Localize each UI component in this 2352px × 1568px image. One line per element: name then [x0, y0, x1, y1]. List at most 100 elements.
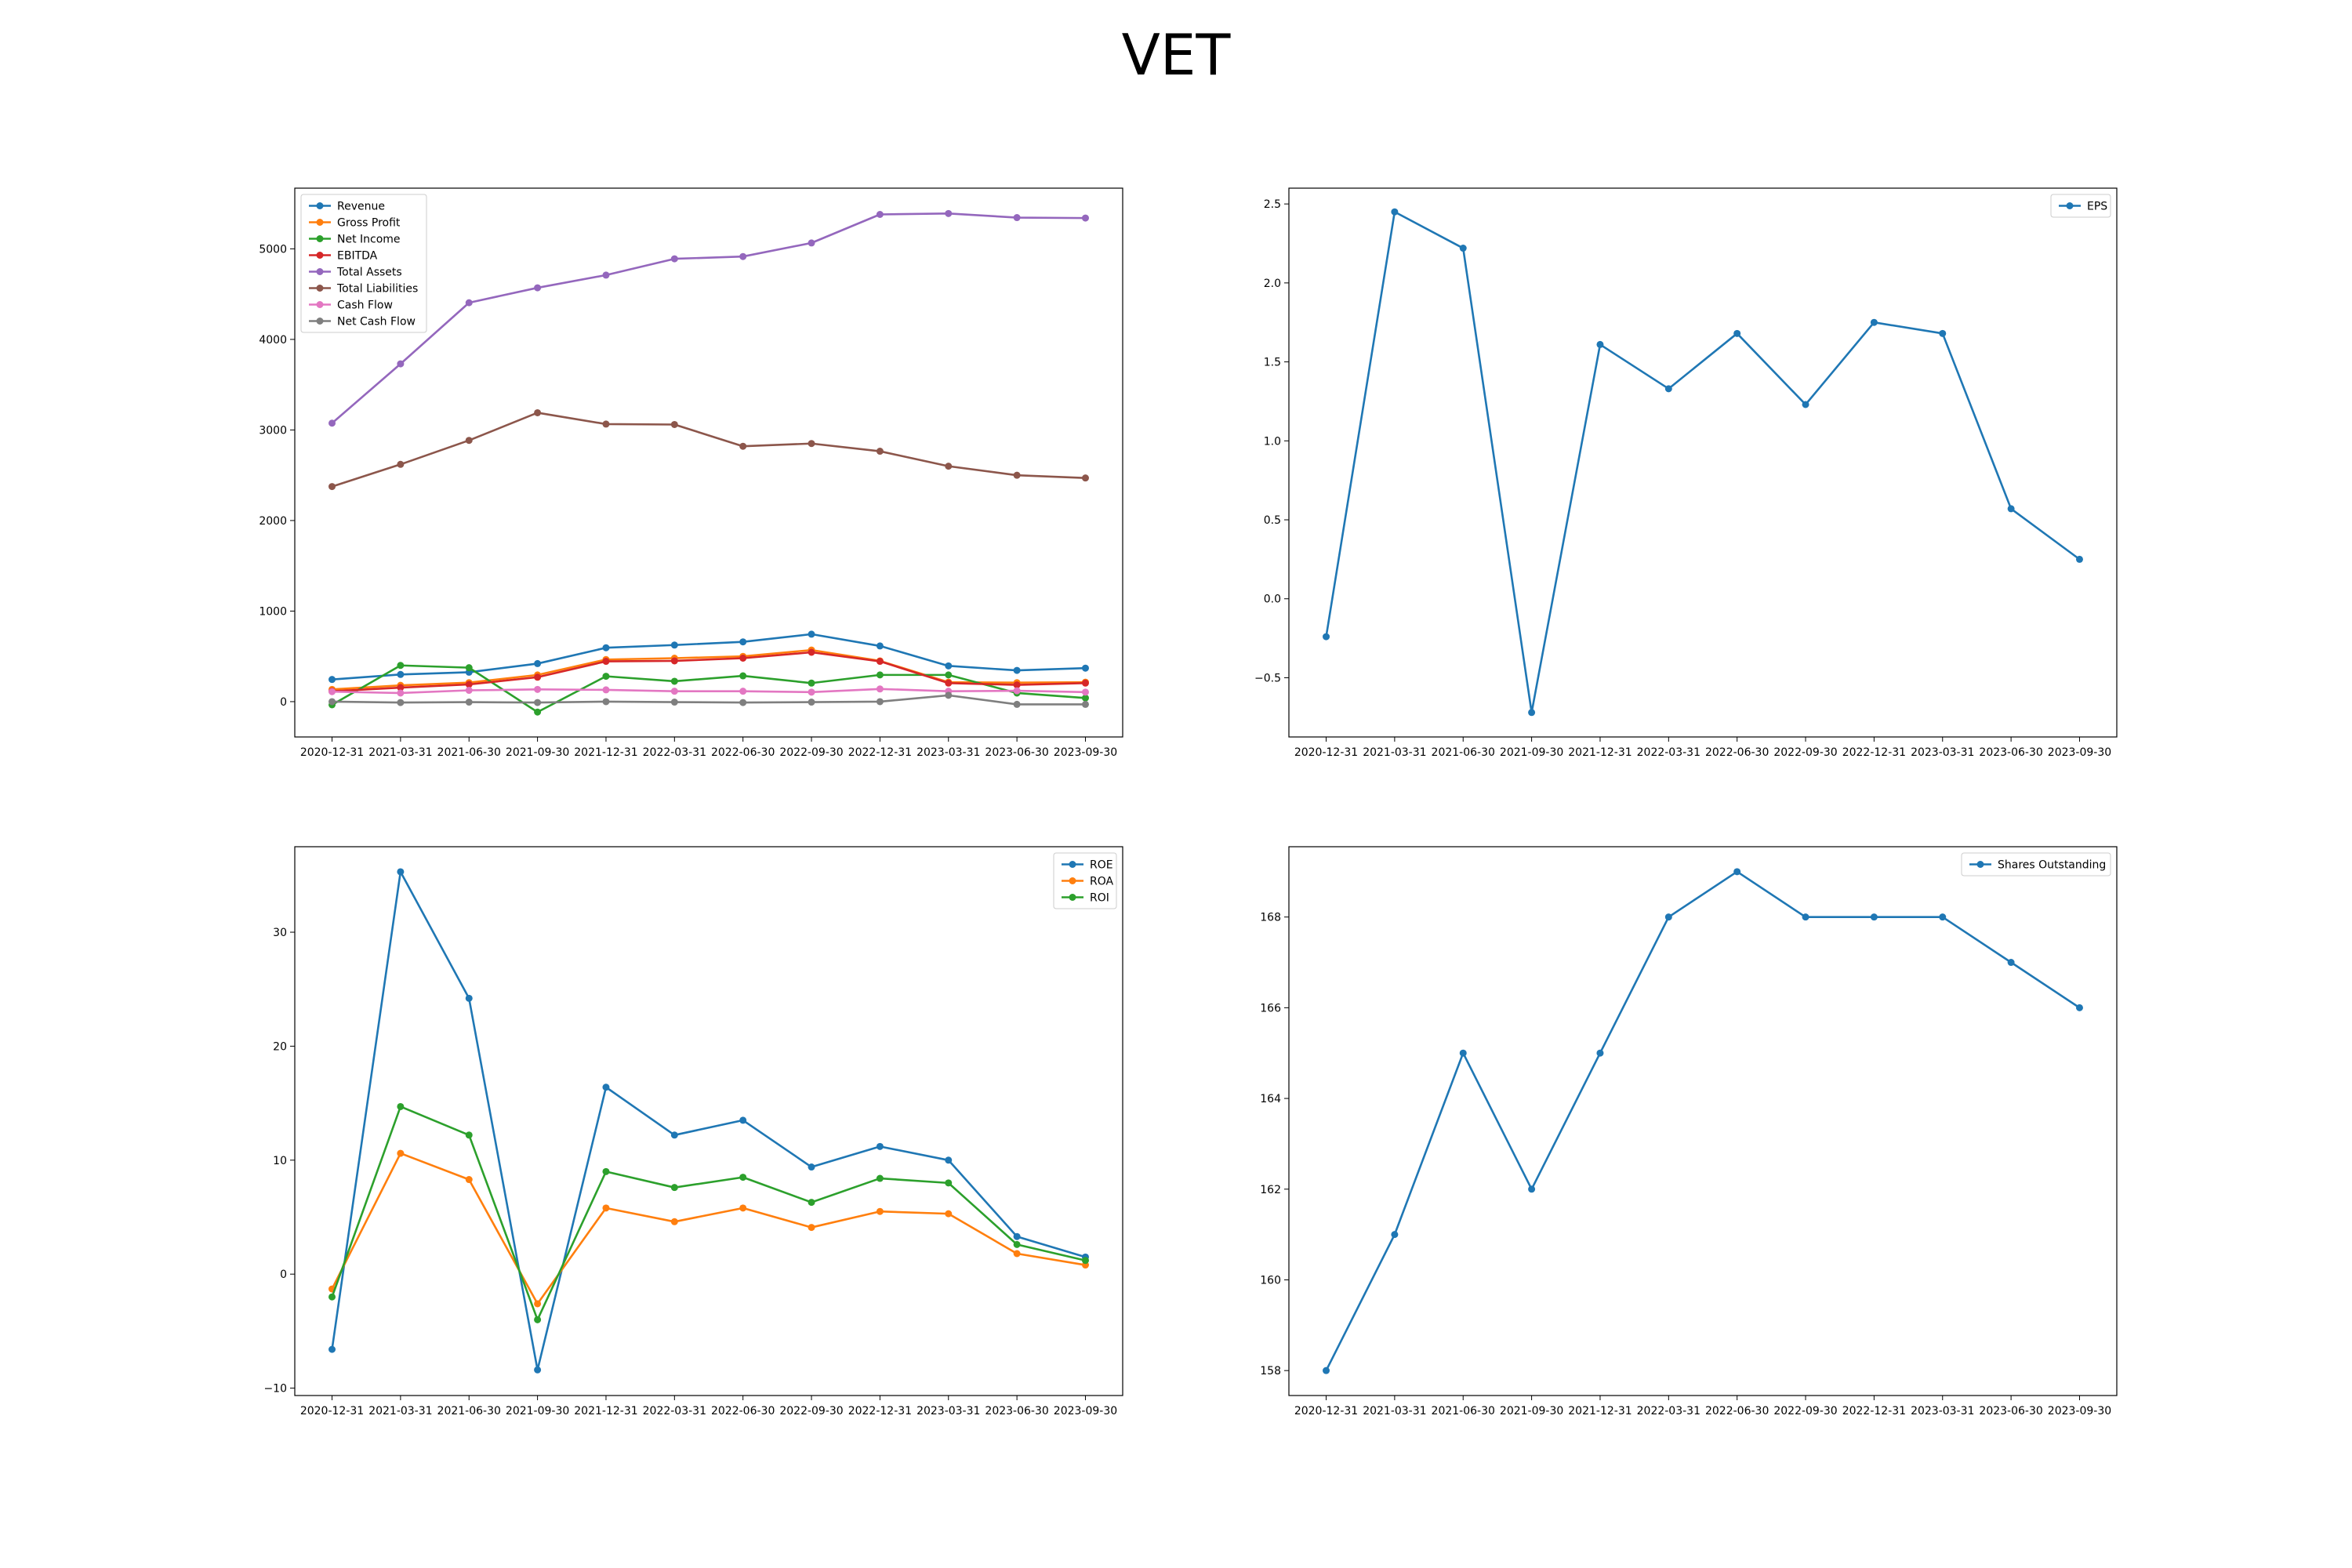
x-tick-label: 2022-03-31	[1637, 746, 1700, 759]
data-point	[328, 688, 336, 695]
data-point	[534, 708, 542, 716]
data-point	[1013, 214, 1021, 222]
y-tick-label: 160	[1260, 1274, 1281, 1287]
data-point	[1391, 208, 1399, 216]
data-point	[945, 209, 953, 217]
x-tick-label: 2020-12-31	[1294, 1405, 1358, 1417]
data-point	[739, 1204, 747, 1212]
legend-label: ROE	[1090, 859, 1113, 872]
data-point	[739, 655, 747, 662]
data-point	[328, 483, 336, 491]
data-point	[1081, 1257, 1089, 1265]
data-point	[534, 659, 542, 667]
data-point	[534, 408, 542, 416]
x-tick-label: 2022-12-31	[1842, 1405, 1906, 1417]
data-point	[1081, 679, 1089, 687]
eps-chart: 2020-12-31 2021-03-31 2021-06-30 2021-09-30…	[1254, 187, 2118, 759]
plot-frame	[1288, 187, 2118, 738]
data-point	[1013, 471, 1021, 479]
x-tick-label: 2021-12-31	[574, 1405, 637, 1417]
data-point	[945, 1156, 953, 1164]
legend-item: ROE	[1062, 859, 1113, 872]
series-line	[1325, 210, 2081, 714]
y-tick-label: 20	[273, 1040, 287, 1053]
data-point	[1081, 474, 1089, 482]
legend-label: Net Income	[337, 234, 401, 246]
y-tick-label: 10	[273, 1155, 287, 1167]
series-total-liabilities	[328, 408, 1089, 491]
series-line	[332, 694, 1086, 706]
x-tick-label: 2021-12-31	[574, 746, 637, 759]
data-point	[465, 299, 473, 307]
x-tick-label: 2021-12-31	[1568, 1405, 1632, 1417]
data-point	[1939, 913, 1947, 921]
y-tick-label: 166	[1260, 1002, 1281, 1014]
legend-item: Shares Outstanding	[1969, 859, 2106, 872]
series-line	[332, 688, 1086, 695]
data-point	[1391, 1231, 1399, 1239]
legend-item: ROI	[1062, 892, 1109, 905]
series-line	[332, 651, 1086, 692]
legend-item: Total Liabilities	[309, 283, 418, 296]
x-tick-label: 2022-12-31	[848, 1405, 912, 1417]
data-point	[876, 448, 884, 456]
data-point	[465, 437, 473, 445]
series-shares-outstanding	[1323, 868, 2083, 1374]
x-tick-label: 2023-03-31	[1911, 746, 1974, 759]
data-point	[739, 688, 747, 695]
data-point	[808, 630, 815, 638]
data-point	[602, 673, 610, 681]
series-line	[1325, 870, 2081, 1371]
data-point	[534, 1300, 542, 1308]
x-tick-label: 2023-09-30	[2048, 746, 2111, 759]
legend-item: Net Cash Flow	[309, 316, 416, 328]
x-tick-label: 2022-09-30	[779, 746, 843, 759]
plot-frame	[1288, 846, 2118, 1396]
y-tick-label: 1.5	[1264, 357, 1281, 369]
data-point	[1013, 1232, 1021, 1240]
data-point	[1013, 681, 1021, 689]
data-point	[876, 1174, 884, 1182]
legend-item: EBITDA	[309, 250, 378, 263]
data-point	[1081, 694, 1089, 702]
y-tick-label: 0	[280, 1269, 287, 1281]
data-point	[1733, 329, 1741, 337]
series-line	[331, 870, 1086, 1371]
legend-marker	[316, 318, 324, 325]
x-tick-label: 2023-03-31	[1911, 1405, 1974, 1417]
data-point	[328, 1293, 336, 1301]
series-roa	[328, 1149, 1089, 1308]
series-cash-flow	[328, 685, 1089, 697]
legend-item: EPS	[2059, 201, 2107, 213]
legend-marker	[316, 202, 324, 209]
data-point	[1802, 913, 1809, 921]
data-point	[534, 284, 542, 292]
data-point	[808, 239, 815, 247]
x-tick-label: 2021-06-30	[1432, 746, 1495, 759]
data-point	[876, 658, 884, 666]
data-point	[1013, 687, 1021, 695]
data-point	[739, 252, 747, 260]
plot-frame	[294, 846, 1123, 1396]
data-point	[739, 1174, 747, 1181]
x-tick-label: 2023-06-30	[1979, 1405, 2042, 1417]
data-point	[876, 698, 884, 706]
data-point	[1596, 340, 1604, 348]
y-tick-label: 3000	[259, 424, 287, 437]
x-tick-label: 2022-03-31	[1637, 1405, 1700, 1417]
x-tick-label: 2022-06-30	[711, 746, 775, 759]
data-point	[670, 1184, 678, 1192]
y-tick-label: 2.5	[1264, 198, 1281, 211]
legend-box	[300, 194, 427, 333]
data-point	[397, 1149, 405, 1157]
data-point	[1733, 868, 1741, 876]
x-tick-label: 2021-03-31	[1363, 746, 1426, 759]
data-point	[1081, 700, 1089, 708]
data-point	[739, 699, 747, 706]
y-tick-label: 0.5	[1264, 514, 1281, 527]
data-point	[808, 1224, 815, 1232]
data-point	[1528, 1185, 1536, 1193]
data-point	[465, 1176, 473, 1184]
data-point	[1013, 700, 1021, 708]
